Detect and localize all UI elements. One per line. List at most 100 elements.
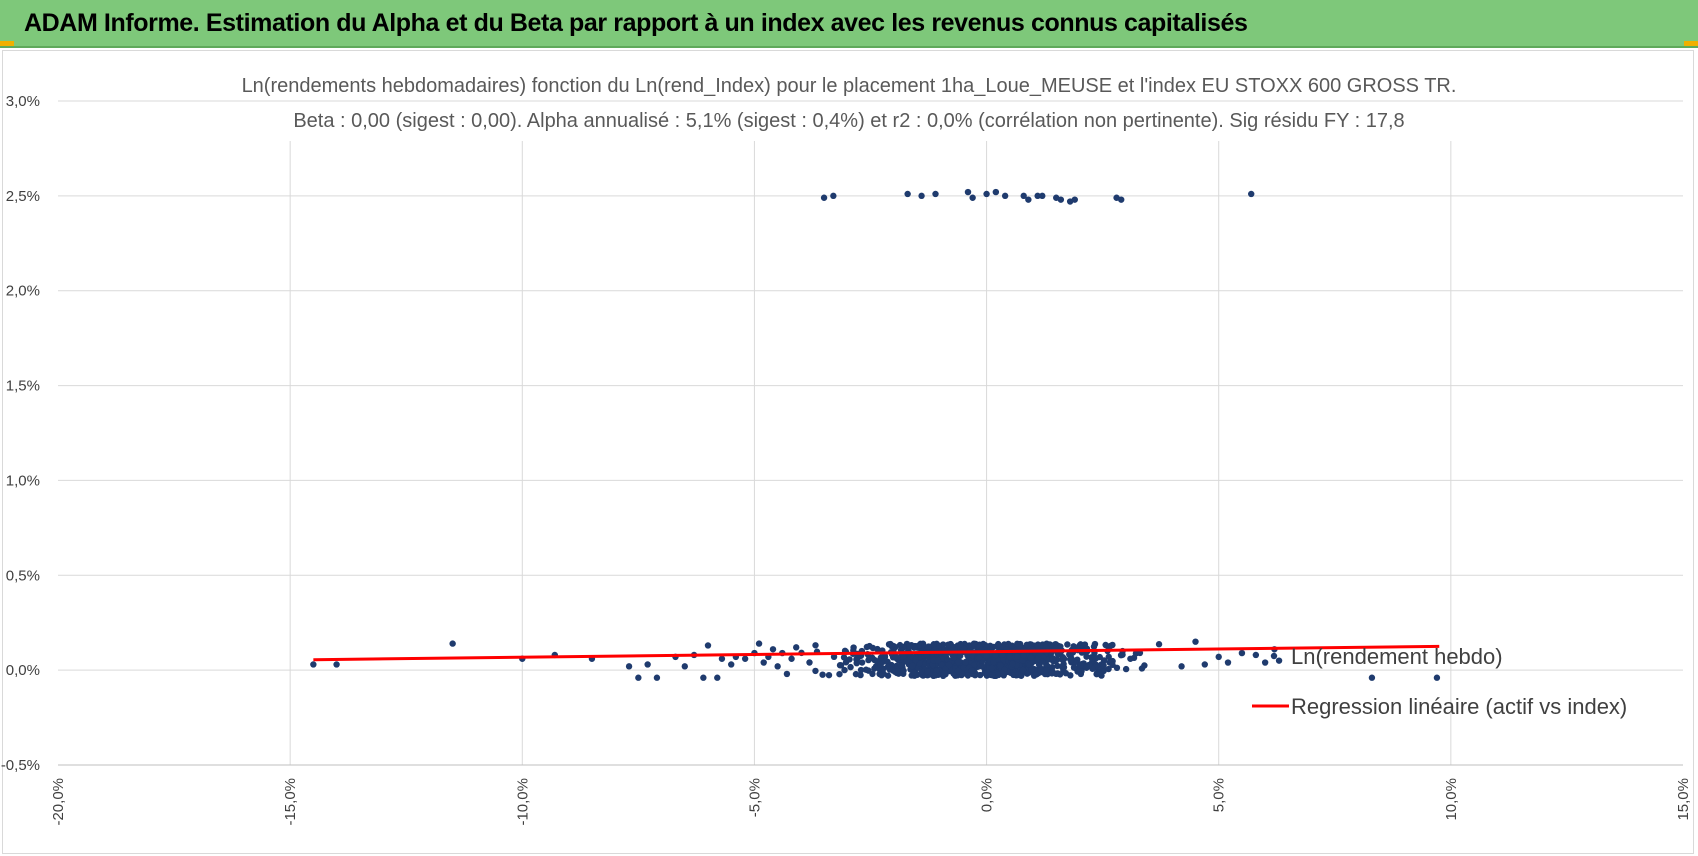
data-point	[1105, 653, 1112, 661]
data-point	[842, 659, 850, 666]
y-tick-label: 2,5%	[6, 188, 40, 205]
data-point	[924, 668, 931, 675]
data-point	[1105, 665, 1112, 673]
report-banner: ADAM Informe. Estimation du Alpha et du …	[0, 0, 1698, 48]
data-point	[954, 667, 962, 675]
data-point	[874, 645, 881, 653]
data-point	[945, 641, 953, 648]
data-point	[1102, 641, 1109, 649]
data-point	[840, 654, 848, 661]
data-point	[1067, 672, 1074, 679]
data-point	[975, 654, 983, 661]
data-point	[853, 659, 860, 667]
data-point	[1014, 640, 1021, 647]
data-point	[909, 662, 916, 670]
data-point	[718, 655, 726, 662]
data-point	[884, 658, 891, 666]
data-point	[788, 655, 795, 662]
data-point	[714, 674, 721, 681]
data-point	[857, 666, 865, 674]
data-point	[988, 664, 996, 672]
data-point	[877, 654, 885, 661]
data-point	[681, 663, 688, 670]
y-tick-label: 1,5%	[6, 378, 40, 395]
data-point	[962, 658, 969, 666]
data-point	[1034, 643, 1041, 650]
data-point	[1071, 196, 1078, 203]
x-tick-label: -20,0%	[50, 778, 67, 826]
data-point	[1238, 649, 1246, 657]
data-point	[1090, 643, 1098, 650]
data-point	[1008, 642, 1016, 649]
data-point	[1067, 656, 1075, 663]
data-point	[635, 674, 642, 681]
data-point	[954, 658, 962, 666]
data-point	[934, 657, 942, 664]
subtitle-background	[240, 60, 1458, 112]
data-point	[892, 653, 900, 660]
data-point	[984, 669, 992, 677]
data-point	[1006, 653, 1014, 661]
regression-line-group	[313, 644, 1440, 662]
data-point	[897, 662, 904, 669]
data-point	[1034, 192, 1041, 200]
legend-label-regression: Regression linéaire (actif vs index)	[1291, 694, 1627, 719]
data-point	[964, 188, 972, 196]
data-point	[830, 192, 837, 200]
data-point	[741, 655, 749, 662]
corner-marker-left	[0, 41, 14, 46]
data-point	[970, 662, 978, 669]
data-point	[774, 663, 781, 670]
data-point	[857, 671, 864, 679]
data-point	[862, 666, 870, 673]
y-axis-ticks: -0,5% 0,0% 0,5% 1,0% 1,5% 2,0% 2,5% 3,0%	[1, 93, 40, 774]
data-point	[904, 190, 911, 198]
data-point	[968, 667, 975, 674]
data-point	[1039, 192, 1046, 200]
data-point	[449, 640, 456, 647]
data-point	[912, 656, 919, 664]
data-point	[1060, 655, 1067, 662]
data-point	[1037, 667, 1044, 674]
data-point	[906, 642, 913, 650]
data-point	[1070, 664, 1078, 671]
data-point	[983, 652, 990, 659]
data-point	[858, 659, 866, 666]
chart-area	[2, 50, 1694, 854]
regression-line	[313, 644, 1440, 662]
data-point	[1433, 674, 1441, 681]
data-point	[900, 653, 907, 660]
data-point	[978, 662, 986, 669]
data-point	[1119, 651, 1126, 658]
data-point	[957, 652, 964, 660]
legend: Ln(rendement hebdo) Regression linéaire (…	[1252, 644, 1627, 719]
data-point	[939, 641, 947, 648]
data-point	[989, 672, 996, 679]
data-point	[1020, 192, 1027, 200]
data-point	[1127, 655, 1134, 662]
data-point	[931, 672, 939, 679]
x-tick-label: 15,0%	[1675, 778, 1692, 821]
data-point	[994, 671, 1001, 678]
data-point	[1100, 662, 1107, 669]
data-point	[1155, 641, 1163, 648]
chart-subtitle-line-1: Ln(rendements hebdomadaires) fonction du…	[242, 75, 1457, 97]
data-point	[1009, 660, 1016, 668]
data-point	[769, 646, 777, 653]
data-point	[728, 661, 735, 668]
report-title: ADAM Informe. Estimation du Alpha et du …	[24, 9, 1248, 37]
data-point	[1100, 657, 1108, 664]
data-point	[1064, 641, 1071, 648]
data-point	[999, 651, 1006, 658]
x-tick-label: 0,0%	[979, 778, 996, 812]
data-point	[1122, 665, 1130, 673]
data-point	[1014, 653, 1021, 660]
data-point	[894, 668, 902, 675]
data-point	[930, 641, 937, 648]
data-point	[1093, 670, 1100, 678]
data-point	[819, 671, 826, 678]
data-point	[1020, 652, 1027, 659]
data-point	[850, 644, 857, 651]
data-point	[960, 664, 967, 671]
